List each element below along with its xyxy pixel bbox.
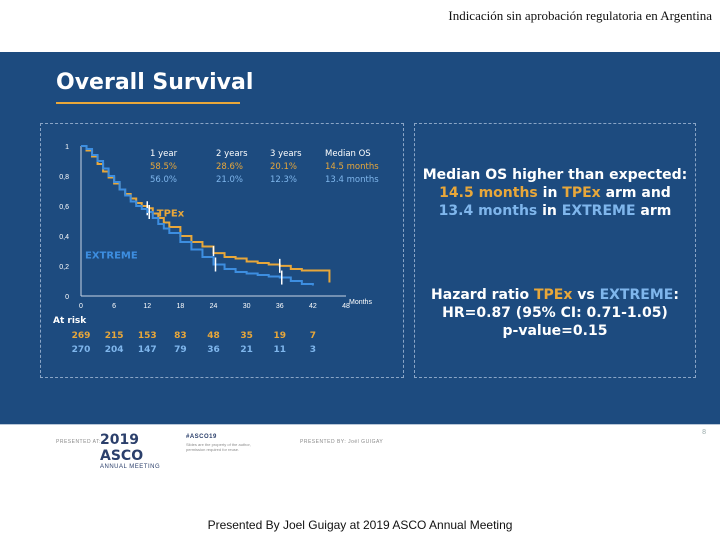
header-caption: Indicación sin aprobación regulatoria en…: [448, 8, 712, 23]
title-underline: [56, 102, 240, 104]
y-tick-label: 0,8: [59, 174, 69, 181]
at-risk-extreme-count: 21: [240, 345, 253, 355]
asco-logo-sub: ANNUAL MEETING: [100, 464, 161, 470]
p-value: p-value=0.15: [502, 323, 608, 339]
x-tick-label: 36: [276, 303, 284, 310]
at-risk-extreme-count: 204: [105, 345, 124, 355]
y-tick-label: 0: [65, 294, 69, 301]
x-tick-label: 12: [143, 303, 151, 310]
arm-word: arm: [640, 203, 672, 219]
at-risk-tpex-count: 153: [138, 331, 157, 341]
hazard-ratio-value: HR=0.87 (95% CI: 0.71-1.05): [442, 305, 668, 321]
hazard-ratio-summary: Hazard ratio TPEx vs EXTREME: HR=0.87 (9…: [415, 286, 695, 340]
at-risk-extreme-count: 147: [138, 345, 157, 355]
at-risk-tpex-count: 19: [273, 331, 286, 341]
median-os-summary: Median OS higher than expected: 14.5 mon…: [415, 166, 695, 220]
tpex-series-label: TPEx: [157, 209, 185, 220]
x-tick-label: 6: [112, 303, 116, 310]
at-risk-tpex-count: 269: [72, 331, 91, 341]
stats-extreme-value: 21.0%: [216, 175, 243, 185]
y-tick-label: 0,2: [59, 264, 69, 271]
x-tick-label: 18: [176, 303, 184, 310]
in-word: in: [542, 185, 558, 201]
stats-tpex-value: 58.5%: [150, 162, 177, 172]
median-os-tpex-line: 14.5 months in TPEx arm and: [415, 184, 695, 202]
at-risk-extreme-count: 270: [72, 345, 91, 355]
stats-extreme-value: 13.4 months: [325, 175, 379, 185]
at-risk-extreme-count: 11: [273, 345, 286, 355]
median-os-extreme-line: 13.4 months in EXTREME arm: [415, 202, 695, 220]
page-number: 8: [702, 429, 706, 436]
slide-title: Overall Survival: [56, 70, 254, 95]
x-tick-label: 42: [309, 303, 317, 310]
stats-header: 1 year: [150, 149, 178, 159]
median-os-heading: Median OS higher than expected:: [422, 167, 688, 183]
extreme-survival-curve: [81, 145, 314, 286]
at-risk-tpex-count: 83: [174, 331, 187, 341]
stats-extreme-value: 12.3%: [270, 175, 297, 185]
stats-tpex-value: 14.5 months: [325, 162, 379, 172]
at-risk-tpex-count: 215: [105, 331, 124, 341]
survival-chart: 00,20,40,60,810 6 12 18 24 30 36 42 48MonthsTPEx…: [53, 144, 379, 355]
tpex-survival-curve: [81, 145, 331, 283]
y-tick-label: 0,6: [59, 204, 69, 211]
tpex-median-value: 14.5 months: [439, 185, 538, 201]
extreme-arm-name: EXTREME: [561, 203, 636, 219]
bottom-caption: Presented By Joel Guigay at 2019 ASCO An…: [207, 518, 513, 532]
x-axis-label: Months: [349, 299, 372, 306]
hr-tpex: TPEx: [533, 287, 573, 303]
asco-logo-year: 2019 ASCO: [100, 432, 144, 464]
at-risk-tpex-count: 7: [310, 331, 316, 341]
hr-vs: vs: [577, 287, 595, 303]
summary-panel: Median OS higher than expected: 14.5 mon…: [414, 123, 696, 378]
stats-tpex-value: 20.1%: [270, 162, 297, 172]
permission-note: Slides are the property of the author, p…: [186, 442, 251, 452]
extreme-series-label: EXTREME: [85, 251, 138, 262]
slide: Overall Survival 0 0,2 0,4 0,6 0,8 1 0 6 12 18 24 3…: [0, 52, 720, 424]
at-risk-tpex-count: 35: [240, 331, 253, 341]
at-risk-tpex-count: 48: [207, 331, 220, 341]
in-word-2: in: [542, 203, 557, 219]
asco-logo: 2019 ASCO ANNUAL MEETING: [100, 432, 180, 470]
x-tick-label: 30: [243, 303, 251, 310]
at-risk-label: At risk: [53, 316, 87, 326]
hr-colon: :: [673, 287, 679, 303]
stats-extreme-value: 56.0%: [150, 175, 177, 185]
conference-footer: PRESENTED AT: 2019 ASCO ANNUAL MEETING #…: [0, 424, 720, 470]
hazard-ratio-heading: Hazard ratio TPEx vs EXTREME:: [415, 286, 695, 304]
extreme-median-value: 13.4 months: [438, 203, 538, 219]
y-tick-label: 0,4: [59, 234, 69, 241]
stats-header: Median OS: [325, 149, 371, 159]
stats-tpex-value: 28.6%: [216, 162, 243, 172]
x-tick-label: 0: [79, 303, 83, 310]
stats-header: 3 years: [270, 149, 302, 159]
survival-chart-panel: 0 0,2 0,4 0,6 0,8 1 0 6 12 18 24 30 36 42 48 Months TPEx…: [40, 123, 404, 378]
tpex-arm-name: TPEx: [562, 185, 601, 201]
hr-extreme: EXTREME: [599, 287, 674, 303]
arm-and-word: arm and: [605, 185, 671, 201]
y-tick-label: 1: [65, 144, 69, 151]
presented-at-label: PRESENTED AT:: [56, 439, 102, 445]
at-risk-extreme-count: 36: [207, 345, 220, 355]
at-risk-extreme-count: 3: [310, 345, 316, 355]
x-tick-label: 24: [210, 303, 218, 310]
stats-header: 2 years: [216, 149, 248, 159]
hr-prefix: Hazard ratio: [431, 287, 530, 303]
x-tick-label: 48: [342, 303, 350, 310]
presented-by-label: PRESENTED BY: Joël GUIGAY: [300, 439, 384, 445]
hashtag: #ASCO19: [186, 434, 217, 440]
at-risk-extreme-count: 79: [174, 345, 187, 355]
